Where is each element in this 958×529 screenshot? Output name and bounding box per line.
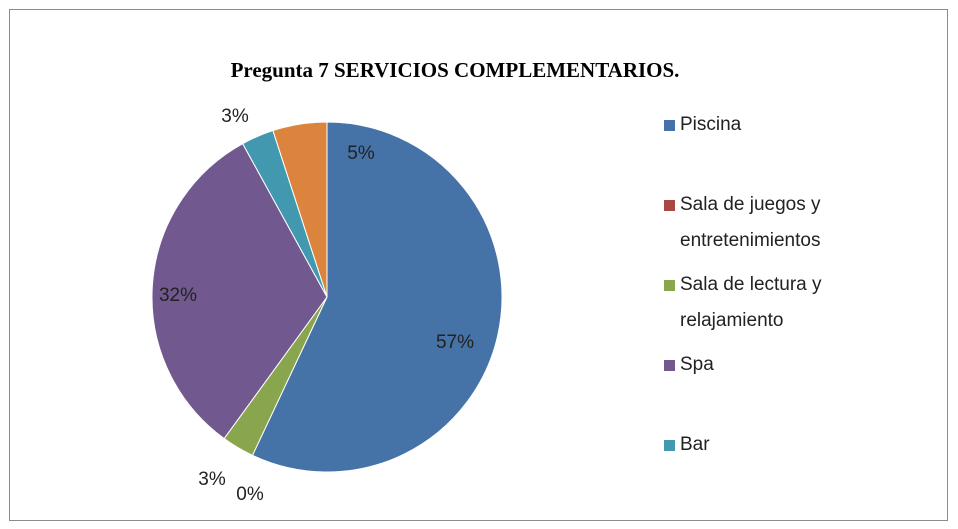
data-label: 3%: [221, 106, 249, 127]
legend-swatch: [664, 280, 675, 291]
legend-item: Spa: [664, 347, 870, 383]
legend-label: Sala de lectura y relajamiento: [680, 274, 822, 331]
data-label: 0%: [236, 484, 264, 505]
legend-swatch: [664, 120, 675, 131]
legend-label: Piscina: [680, 114, 742, 135]
legend-label: Spa: [680, 354, 714, 375]
pie-slice: [151, 142, 328, 440]
pie-slice: [251, 121, 503, 473]
chart-title: Pregunta 7 SERVICIOS COMPLEMENTARIOS.: [231, 58, 680, 82]
data-label: 32%: [159, 285, 197, 306]
legend-swatch: [664, 440, 675, 451]
legend-swatch: [664, 200, 675, 211]
data-label: 5%: [347, 143, 375, 164]
legend-label: Sala de juegos y entretenimientos: [680, 194, 821, 251]
data-label: 57%: [436, 332, 474, 353]
pie-slice: [272, 121, 328, 298]
legend-item: Sala de lectura y relajamiento: [664, 267, 870, 339]
legend-swatch: [664, 360, 675, 371]
legend-item: Bar: [664, 427, 870, 463]
data-label: 3%: [198, 469, 226, 490]
legend-label: Bar: [680, 434, 710, 455]
legend-item: Sala de juegos y entretenimientos: [664, 187, 870, 259]
legend-item: Piscina: [664, 107, 870, 143]
